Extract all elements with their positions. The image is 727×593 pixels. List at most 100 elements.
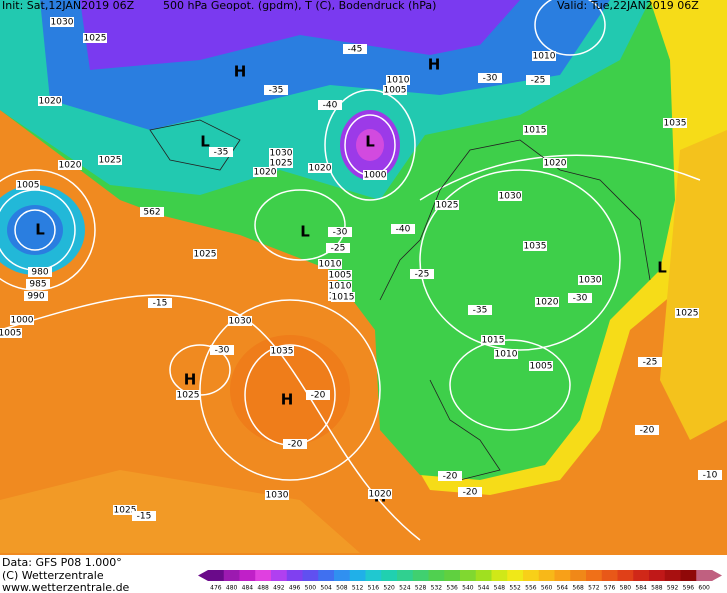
contour-label: -30 bbox=[573, 294, 588, 304]
label-box bbox=[264, 85, 288, 95]
label-box bbox=[269, 158, 293, 168]
contour-label: -20 bbox=[311, 391, 326, 401]
contour-label: 1010 bbox=[329, 282, 352, 292]
label-box bbox=[148, 298, 172, 308]
label-box bbox=[83, 33, 107, 43]
isobars bbox=[0, 0, 701, 541]
contour-label: 1025 bbox=[676, 309, 699, 319]
label-box bbox=[410, 269, 434, 279]
colorbar-swatch bbox=[696, 570, 713, 581]
pressure-center: L bbox=[35, 221, 45, 239]
colorbar-swatch bbox=[302, 570, 319, 581]
contour-label: 1035 bbox=[664, 119, 687, 129]
contour-label: 1020 bbox=[536, 298, 559, 308]
contour-label: 1015 bbox=[524, 126, 547, 136]
contour-label: 1025 bbox=[177, 391, 200, 401]
label-box bbox=[328, 227, 352, 237]
label-box bbox=[24, 291, 48, 301]
colorbar-swatch bbox=[428, 570, 445, 581]
colorbar-swatch bbox=[271, 570, 288, 581]
colorbar-swatch bbox=[318, 570, 335, 581]
contour-label: 1030 bbox=[270, 149, 293, 159]
yellow-orange-region bbox=[660, 130, 727, 440]
label-box bbox=[494, 349, 518, 359]
label-box bbox=[209, 147, 233, 157]
label-box bbox=[363, 170, 387, 180]
contour-label: -15 bbox=[137, 512, 152, 522]
label-box bbox=[526, 75, 550, 85]
contour-label: 1030 bbox=[51, 18, 74, 28]
label-box bbox=[318, 100, 342, 110]
contour-label: 1020 bbox=[59, 161, 82, 171]
label-box bbox=[523, 241, 547, 251]
colorbar-swatch bbox=[397, 570, 414, 581]
colorbar-label: 492 bbox=[273, 585, 285, 592]
label-box bbox=[50, 17, 74, 27]
contour-label: 985 bbox=[29, 280, 46, 290]
contour-label: 1030 bbox=[579, 276, 602, 286]
colorbar-swatch bbox=[239, 570, 256, 581]
colorbar-swatch bbox=[475, 570, 492, 581]
label-box bbox=[568, 293, 592, 303]
label-box bbox=[306, 390, 330, 400]
colorbar-arrow-left bbox=[198, 570, 208, 581]
colorbar-label: 532 bbox=[431, 585, 443, 592]
label-box bbox=[543, 158, 567, 168]
label-box bbox=[498, 191, 522, 201]
contour-label: -35 bbox=[214, 148, 229, 158]
colorbar-swatch bbox=[554, 570, 571, 581]
contour-label: -40 bbox=[323, 101, 338, 111]
label-box bbox=[326, 243, 350, 253]
label-box bbox=[368, 489, 392, 499]
pressure-center: L bbox=[365, 133, 375, 151]
colorbar-label: 568 bbox=[572, 585, 584, 592]
label-box bbox=[328, 270, 352, 280]
colorbar-swatch bbox=[444, 570, 461, 581]
colorbar-swatch bbox=[601, 570, 618, 581]
label-box bbox=[16, 180, 40, 190]
label-box bbox=[98, 155, 122, 165]
colorbar-swatch bbox=[365, 570, 382, 581]
pressure-center: L bbox=[200, 133, 210, 151]
data-source: Data: GFS P08 1.000° bbox=[2, 556, 122, 569]
pressure-center: H bbox=[428, 56, 441, 74]
contour-label: 1035 bbox=[524, 242, 547, 252]
label-box bbox=[283, 439, 307, 449]
label-box bbox=[578, 275, 602, 285]
contour-label: -35 bbox=[473, 306, 488, 316]
colorbar-swatch bbox=[491, 570, 508, 581]
colorbar-swatch bbox=[507, 570, 524, 581]
label-box bbox=[318, 259, 342, 269]
warm-region bbox=[0, 470, 360, 553]
colorbar-swatch bbox=[664, 570, 681, 581]
colorbar-label: 480 bbox=[226, 585, 238, 592]
contour-label: 1030 bbox=[266, 491, 289, 501]
label-box bbox=[638, 357, 662, 367]
colorbar-swatch bbox=[255, 570, 272, 581]
label-box bbox=[228, 316, 252, 326]
contour-label: 1005 bbox=[0, 329, 21, 339]
colorbar-label: 588 bbox=[651, 585, 663, 592]
contour-label: -20 bbox=[443, 472, 458, 482]
colorbar-label: 496 bbox=[289, 585, 301, 592]
contour-label: 1025 bbox=[99, 156, 122, 166]
low-center bbox=[356, 129, 384, 161]
contour-label: 1010 bbox=[387, 76, 410, 86]
label-box bbox=[391, 224, 415, 234]
contour-label: 980 bbox=[31, 268, 48, 278]
pressure-center: H bbox=[234, 63, 247, 81]
label-box bbox=[343, 44, 367, 54]
label-box bbox=[383, 85, 407, 95]
contour-label: 1020 bbox=[309, 164, 332, 174]
purple-region bbox=[80, 0, 520, 70]
contour-label: 1025 bbox=[114, 506, 137, 516]
website: www.wetterzentrale.de bbox=[2, 581, 130, 593]
colorbar-swatch bbox=[649, 570, 666, 581]
colorbar-swatch bbox=[586, 570, 603, 581]
colorbar-label: 516 bbox=[368, 585, 380, 592]
label-box bbox=[532, 51, 556, 61]
label-box bbox=[529, 361, 553, 371]
init-time: Init: Sat,12JAN2019 06Z bbox=[2, 0, 135, 12]
label-box bbox=[140, 207, 164, 217]
